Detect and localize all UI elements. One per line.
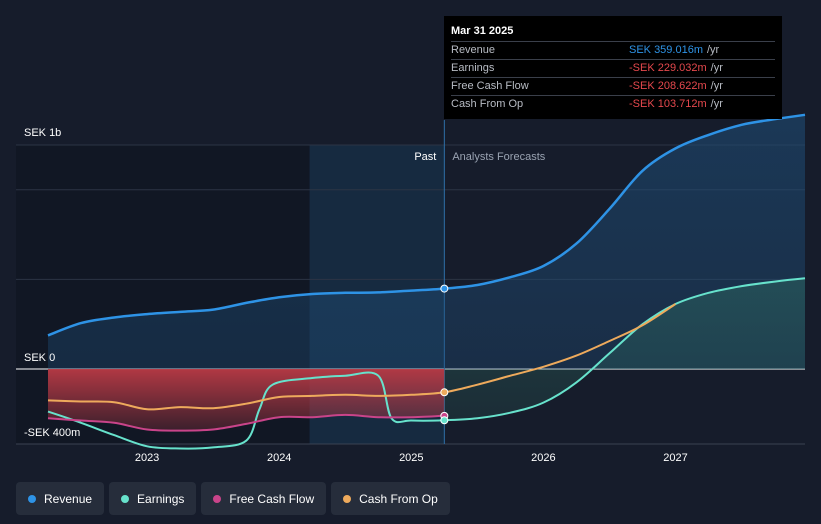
legend-dot-icon bbox=[343, 494, 352, 503]
legend-dot-icon bbox=[28, 494, 36, 503]
tooltip-value: -SEK 208.622m bbox=[629, 80, 707, 92]
x-tick-label: 2024 bbox=[267, 452, 291, 464]
legend-label: Earnings bbox=[137, 491, 185, 506]
free-cash-flow-line bbox=[47, 413, 445, 432]
earnings-marker bbox=[440, 416, 449, 425]
tooltip-row-revenue: Revenue SEK 359.016m /yr bbox=[451, 41, 775, 59]
tooltip-label: Cash From Op bbox=[451, 98, 524, 110]
y-label-top: SEK 1b bbox=[24, 127, 61, 139]
legend-label: Revenue bbox=[44, 491, 93, 506]
negative-area bbox=[48, 369, 445, 431]
forecast-label: Analysts Forecasts bbox=[452, 151, 545, 163]
legend-dot-icon bbox=[213, 494, 222, 503]
tooltip-unit: /yr bbox=[710, 98, 723, 110]
tooltip-unit: /yr bbox=[707, 44, 720, 56]
x-tick-label: 2027 bbox=[663, 452, 687, 464]
chart-legend: Revenue Earnings Free Cash Flow Cash Fro… bbox=[16, 482, 450, 515]
legend-label: Free Cash Flow bbox=[229, 491, 315, 506]
tooltip-unit: /yr bbox=[710, 80, 723, 92]
tooltip-value: -SEK 103.712m bbox=[629, 98, 707, 110]
tooltip-value: -SEK 229.032m bbox=[629, 62, 707, 74]
x-tick-label: 2026 bbox=[531, 452, 555, 464]
legend-item-cash-from-op[interactable]: Cash From Op bbox=[331, 482, 450, 515]
x-tick-label: 2023 bbox=[135, 452, 159, 464]
tooltip-date: Mar 31 2025 bbox=[451, 25, 514, 37]
data-tooltip: Mar 31 2025 Revenue SEK 359.016m /yr Ear… bbox=[444, 16, 782, 119]
tooltip-row-cash-from-op: Cash From Op -SEK 103.712m /yr bbox=[451, 95, 775, 113]
legend-label: Cash From Op bbox=[359, 491, 438, 506]
legend-item-revenue[interactable]: Revenue bbox=[16, 482, 105, 515]
earnings-area bbox=[444, 278, 805, 421]
revenue-line bbox=[47, 113, 806, 337]
revenue-marker bbox=[440, 284, 449, 293]
tooltip-label: Earnings bbox=[451, 62, 495, 74]
tooltip-row-free-cash-flow: Free Cash Flow -SEK 208.622m /yr bbox=[451, 77, 775, 95]
legend-item-free-cash-flow[interactable]: Free Cash Flow bbox=[201, 482, 327, 515]
tooltip-label: Revenue bbox=[451, 44, 496, 56]
x-tick-label: 2025 bbox=[399, 452, 423, 464]
legend-item-earnings[interactable]: Earnings bbox=[109, 482, 197, 515]
legend-dot-icon bbox=[121, 494, 130, 503]
y-label-bottom: -SEK 400m bbox=[24, 427, 80, 439]
tooltip-row-earnings: Earnings -SEK 229.032m /yr bbox=[451, 59, 775, 77]
tooltip-value: SEK 359.016m bbox=[629, 44, 703, 56]
tooltip-unit: /yr bbox=[710, 62, 723, 74]
tooltip-label: Free Cash Flow bbox=[451, 80, 529, 92]
cash-from-op-line bbox=[47, 303, 677, 411]
cash-from-op-marker bbox=[440, 388, 449, 397]
y-label-zero: SEK 0 bbox=[24, 352, 55, 364]
past-label: Past bbox=[414, 151, 436, 163]
